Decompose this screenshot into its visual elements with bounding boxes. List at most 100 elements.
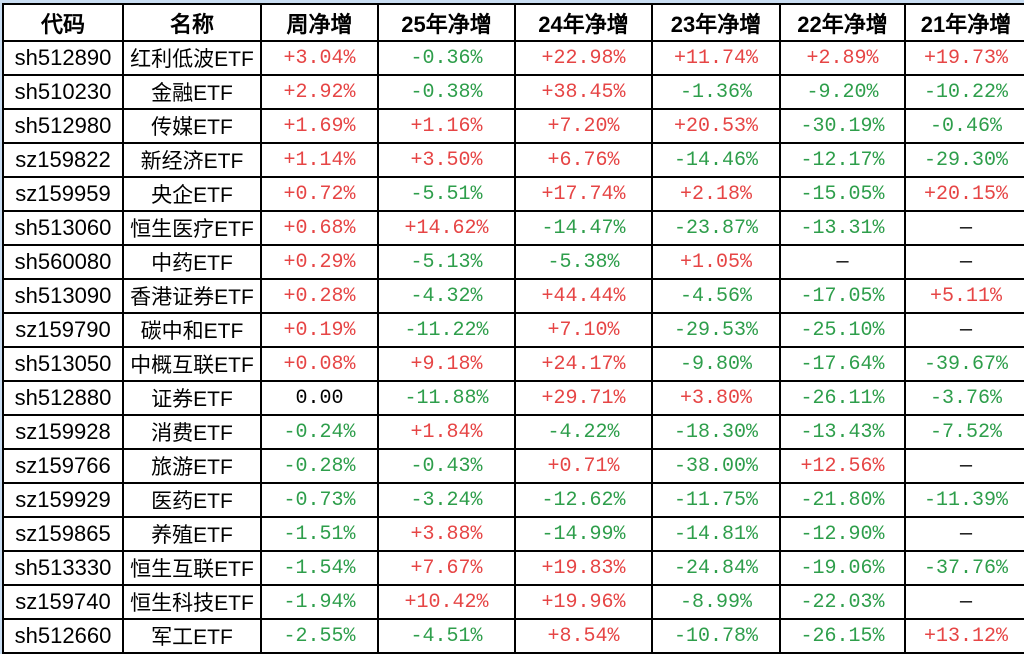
cell-2024-change: +22.98% [514,40,653,76]
cell-2023-change: +3.80% [651,380,781,416]
cell-2024-change: +6.76% [514,142,653,178]
cell-2021-change: +19.73% [904,40,1024,76]
table-row: sh513090 香港证券ETF +0.28% -4.32% +44.44% -… [2,278,1024,314]
cell-2024-change: +19.83% [514,550,653,586]
table-row: sh513050 中概互联ETF +0.08% +9.18% +24.17% -… [2,346,1024,382]
cell-code: sh512880 [2,380,124,416]
cell-2021-change: -10.22% [904,74,1024,110]
table-row: sh512880 证券ETF 0.00 -11.88% +29.71% +3.8… [2,380,1024,416]
cell-week-change: +3.04% [260,40,379,76]
cell-2024-change: +7.10% [514,312,653,348]
cell-2021-change: +20.15% [904,176,1024,212]
cell-2024-change: +0.71% [514,448,653,484]
cell-2025-change: -3.24% [377,482,516,518]
table-row: sh513330 恒生互联ETF -1.54% +7.67% +19.83% -… [2,550,1024,586]
cell-2025-change: +3.88% [377,516,516,552]
cell-name: 恒生医疗ETF [122,210,262,246]
cell-code: sh512890 [2,40,124,76]
cell-2021-change: +13.12% [904,618,1024,654]
cell-code: sh513090 [2,278,124,314]
cell-week-change: +0.08% [260,346,379,382]
cell-2022-change: -22.03% [779,584,906,620]
cell-2023-change: -24.84% [651,550,781,586]
cell-2023-change: -10.78% [651,618,781,654]
cell-2025-change: +14.62% [377,210,516,246]
cell-code: sz159959 [2,176,124,212]
cell-2024-change: +24.17% [514,346,653,382]
cell-2024-change: +38.45% [514,74,653,110]
cell-2022-change: -19.06% [779,550,906,586]
cell-2025-change: -11.22% [377,312,516,348]
cell-code: sz159822 [2,142,124,178]
cell-2025-change: +10.42% [377,584,516,620]
cell-2021-change: -37.76% [904,550,1024,586]
cell-2021-change: -3.76% [904,380,1024,416]
cell-week-change: -0.28% [260,448,379,484]
cell-2024-change: -12.62% [514,482,653,518]
cell-code: sz159929 [2,482,124,518]
cell-week-change: +1.14% [260,142,379,178]
cell-name: 红利低波ETF [122,40,262,76]
column-header-2024-change: 24年净增 [514,3,653,42]
table-row: sz159959 央企ETF +0.72% -5.51% +17.74% +2.… [2,176,1024,212]
column-header-name: 名称 [122,3,262,42]
table-body: sh512890 红利低波ETF +3.04% -0.36% +22.98% +… [2,40,1024,654]
cell-2022-change: -21.80% [779,482,906,518]
cell-2022-change: +2.89% [779,40,906,76]
table-row: sh513060 恒生医疗ETF +0.68% +14.62% -14.47% … [2,210,1024,246]
cell-2021-change: +5.11% [904,278,1024,314]
cell-2022-change: -26.11% [779,380,906,416]
cell-code: sz159790 [2,312,124,348]
cell-2021-change: — [904,584,1024,620]
cell-name: 证券ETF [122,380,262,416]
column-header-code: 代码 [2,3,124,42]
cell-week-change: -1.94% [260,584,379,620]
cell-2022-change: -15.05% [779,176,906,212]
cell-2025-change: +7.67% [377,550,516,586]
cell-name: 金融ETF [122,74,262,110]
cell-2021-change: -7.52% [904,414,1024,450]
cell-name: 医药ETF [122,482,262,518]
cell-name: 传媒ETF [122,108,262,144]
cell-week-change: -1.54% [260,550,379,586]
cell-2023-change: -8.99% [651,584,781,620]
cell-2023-change: -11.75% [651,482,781,518]
cell-code: sh513060 [2,210,124,246]
cell-2025-change: +3.50% [377,142,516,178]
cell-2025-change: -0.43% [377,448,516,484]
cell-2021-change: — [904,312,1024,348]
cell-code: sz159766 [2,448,124,484]
cell-name: 中药ETF [122,244,262,280]
table-row: sz159928 消费ETF -0.24% +1.84% -4.22% -18.… [2,414,1024,450]
cell-code: sh512980 [2,108,124,144]
cell-2025-change: -5.13% [377,244,516,280]
table-row: sh510230 金融ETF +2.92% -0.38% +38.45% -1.… [2,74,1024,110]
cell-name: 碳中和ETF [122,312,262,348]
table-row: sz159929 医药ETF -0.73% -3.24% -12.62% -11… [2,482,1024,518]
cell-name: 消费ETF [122,414,262,450]
cell-2024-change: +7.20% [514,108,653,144]
cell-2021-change: -39.67% [904,346,1024,382]
cell-code: sz159740 [2,584,124,620]
cell-2023-change: -38.00% [651,448,781,484]
cell-2025-change: -4.51% [377,618,516,654]
cell-name: 旅游ETF [122,448,262,484]
cell-2024-change: -14.99% [514,516,653,552]
table-row: sz159740 恒生科技ETF -1.94% +10.42% +19.96% … [2,584,1024,620]
cell-2021-change: — [904,448,1024,484]
column-header-2022-change: 22年净增 [779,3,906,42]
cell-week-change: -2.55% [260,618,379,654]
cell-2023-change: -4.56% [651,278,781,314]
cell-week-change: +0.19% [260,312,379,348]
cell-code: sz159865 [2,516,124,552]
cell-2021-change: — [904,210,1024,246]
cell-2023-change: -14.46% [651,142,781,178]
table-row: sh512890 红利低波ETF +3.04% -0.36% +22.98% +… [2,40,1024,76]
cell-code: sz159928 [2,414,124,450]
cell-week-change: +0.72% [260,176,379,212]
cell-2024-change: +17.74% [514,176,653,212]
cell-name: 香港证券ETF [122,278,262,314]
column-header-2023-change: 23年净增 [651,3,781,42]
table-row: sz159865 养殖ETF -1.51% +3.88% -14.99% -14… [2,516,1024,552]
cell-2022-change: -25.10% [779,312,906,348]
